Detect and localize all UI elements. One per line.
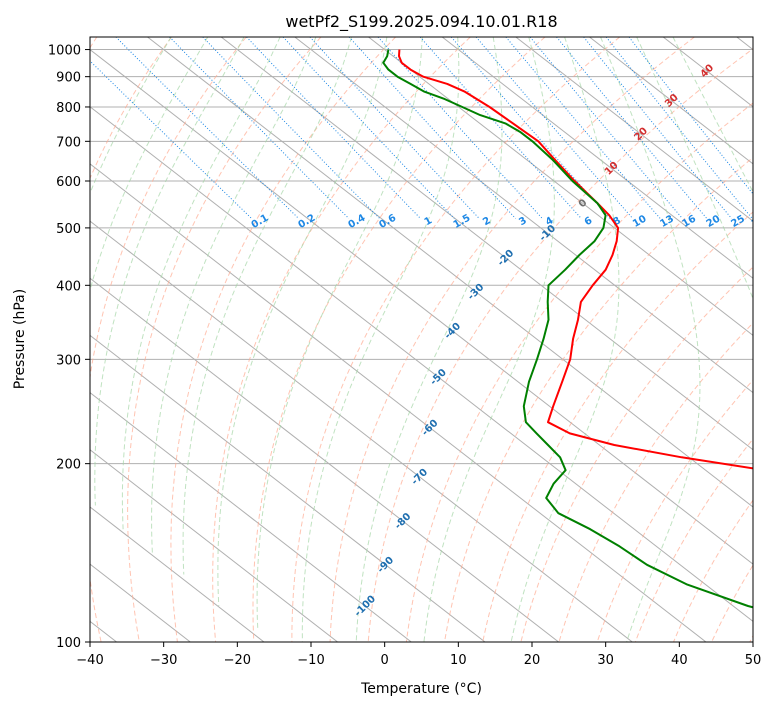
isotherm-gridline (368, 37, 753, 337)
x-tick-label: −30 (150, 653, 177, 668)
isotherm-gridline (90, 163, 707, 642)
isotherm-gridline (90, 449, 338, 642)
isotherm-gridline (90, 391, 412, 642)
y-tick-label: 600 (56, 175, 81, 190)
dewpoint-profile-line (382, 49, 753, 609)
x-tick-label: 10 (450, 653, 467, 668)
isotherm-gridline (90, 48, 753, 565)
mixing-ratio-label: 30 (750, 213, 768, 230)
x-tick-label: −20 (224, 653, 251, 668)
dry-adiabat (673, 499, 753, 642)
moist-adiabat (423, 37, 555, 642)
mixing-ratio-label: 4 (544, 215, 556, 228)
y-tick-label: 100 (56, 636, 81, 651)
dry-adiabat (127, 37, 322, 642)
dry-adiabat (596, 379, 753, 642)
plot-area: 0.10.20.40.611.52346810131620253036-100-… (90, 37, 768, 642)
isotherm-gridline (220, 37, 753, 451)
isotherm-gridline (90, 277, 559, 642)
dry-adiabat (367, 48, 753, 642)
x-axis-label: Temperature (°C) (360, 681, 482, 697)
moist-adiabat (256, 37, 423, 630)
mixing-ratio-line (419, 37, 582, 219)
moist-adiabat (636, 37, 753, 301)
dry-adiabat (90, 37, 247, 642)
y-tick-label: 500 (56, 222, 81, 237)
moist-adiabat (121, 37, 281, 530)
moist-adiabat (672, 37, 753, 193)
mixing-ratio-line (282, 37, 455, 219)
mixing-ratio-line (90, 60, 252, 219)
x-tick-label: 50 (745, 653, 762, 668)
dry-adiabat (170, 37, 396, 642)
x-tick-label: −10 (297, 653, 324, 668)
mixing-ratio-line (628, 37, 753, 195)
mixing-ratio-line (115, 37, 299, 219)
mixing-ratio-line (348, 37, 516, 219)
dry-adiabat (482, 211, 753, 642)
y-tick-label: 700 (56, 135, 81, 150)
moist-adiabat (94, 37, 245, 506)
dry-adiabat (444, 156, 753, 642)
mixing-ratio-line (505, 37, 661, 219)
mixing-ratio-line (529, 37, 683, 219)
moist-adiabat (600, 37, 701, 642)
isotherm-gridline (515, 37, 753, 222)
x-tick-label: 40 (671, 653, 688, 668)
mixing-ratio-line (169, 37, 350, 219)
mixing-ratio-label: 2 (481, 215, 493, 228)
moist-adiabat (151, 37, 317, 556)
mixing-ratio-label: 3 (517, 215, 529, 228)
dry-adiabat (212, 37, 471, 642)
isotherm-gridline (90, 334, 486, 642)
y-tick-label: 1000 (48, 44, 81, 59)
x-tick-label: 20 (524, 653, 541, 668)
dry-adiabat (558, 322, 753, 642)
y-axis-label: Pressure (hPa) (12, 289, 28, 389)
dry-adiabat (405, 102, 753, 642)
moist-adiabat (90, 37, 209, 293)
mixing-ratio-line (475, 37, 634, 219)
x-tick-label: −40 (76, 653, 103, 668)
isotherm-gridline (90, 506, 265, 642)
x-tick-label: 30 (597, 653, 614, 668)
mixing-ratio-label: 8 (611, 215, 623, 228)
temperature-profile-line (398, 49, 753, 470)
chart-title: wetPf2_S199.2025.094.10.01.R18 (285, 12, 557, 32)
axes: −40 −30 −20 −10 0 10 20 30 40 50 100 200 300 400 500 60… (48, 44, 761, 668)
mixing-ratio-label: 6 (583, 215, 595, 228)
plot-frame (89, 36, 754, 643)
dry-adiabat (329, 37, 695, 642)
isotherm-gridline (589, 37, 753, 165)
isotherm-gridline (147, 37, 753, 508)
x-tick-label: 0 (381, 653, 389, 668)
moist-adiabat (510, 37, 620, 642)
mixing-ratio-label: 1 (423, 215, 435, 228)
mixing-ratio-line (556, 37, 708, 219)
isotherm-gridline (90, 220, 633, 642)
y-tick-label: 400 (56, 279, 81, 294)
dry-adiabat (252, 37, 546, 642)
dry-adiabat (634, 438, 753, 642)
moist-adiabat (90, 37, 172, 195)
y-tick-label: 200 (56, 458, 81, 473)
mixing-ratio-line (309, 37, 480, 219)
moist-adiabat (355, 37, 503, 642)
y-tick-label: 800 (56, 101, 81, 116)
y-tick-label: 300 (56, 353, 81, 368)
isotherm-gridline (441, 37, 753, 279)
moist-adiabat (217, 37, 388, 607)
mixing-ratio-line (450, 37, 611, 219)
dry-adiabat (291, 37, 621, 642)
dry-adiabat (520, 266, 753, 642)
isotherm-gridline (90, 106, 753, 622)
mixing-ratio-line (202, 37, 381, 219)
y-tick-label: 900 (56, 71, 81, 86)
moist-adiabat (301, 37, 460, 642)
